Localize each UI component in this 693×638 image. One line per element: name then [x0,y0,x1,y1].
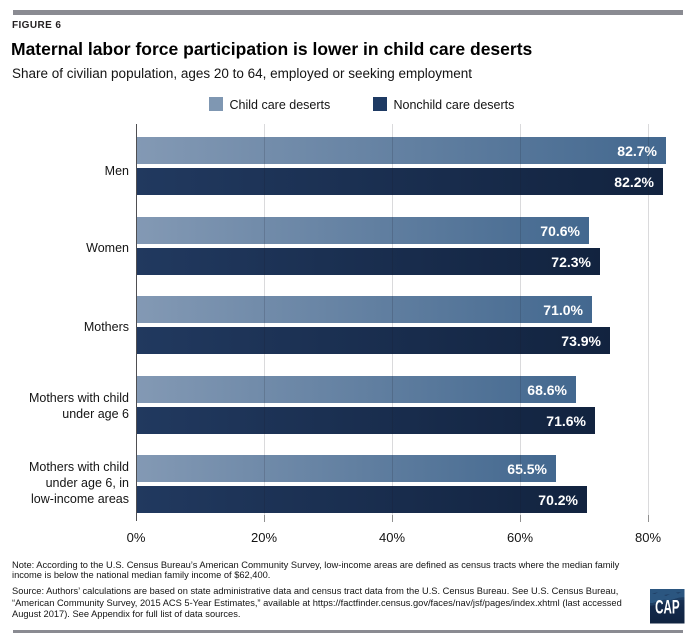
svg-text:CAP: CAP [655,597,680,619]
